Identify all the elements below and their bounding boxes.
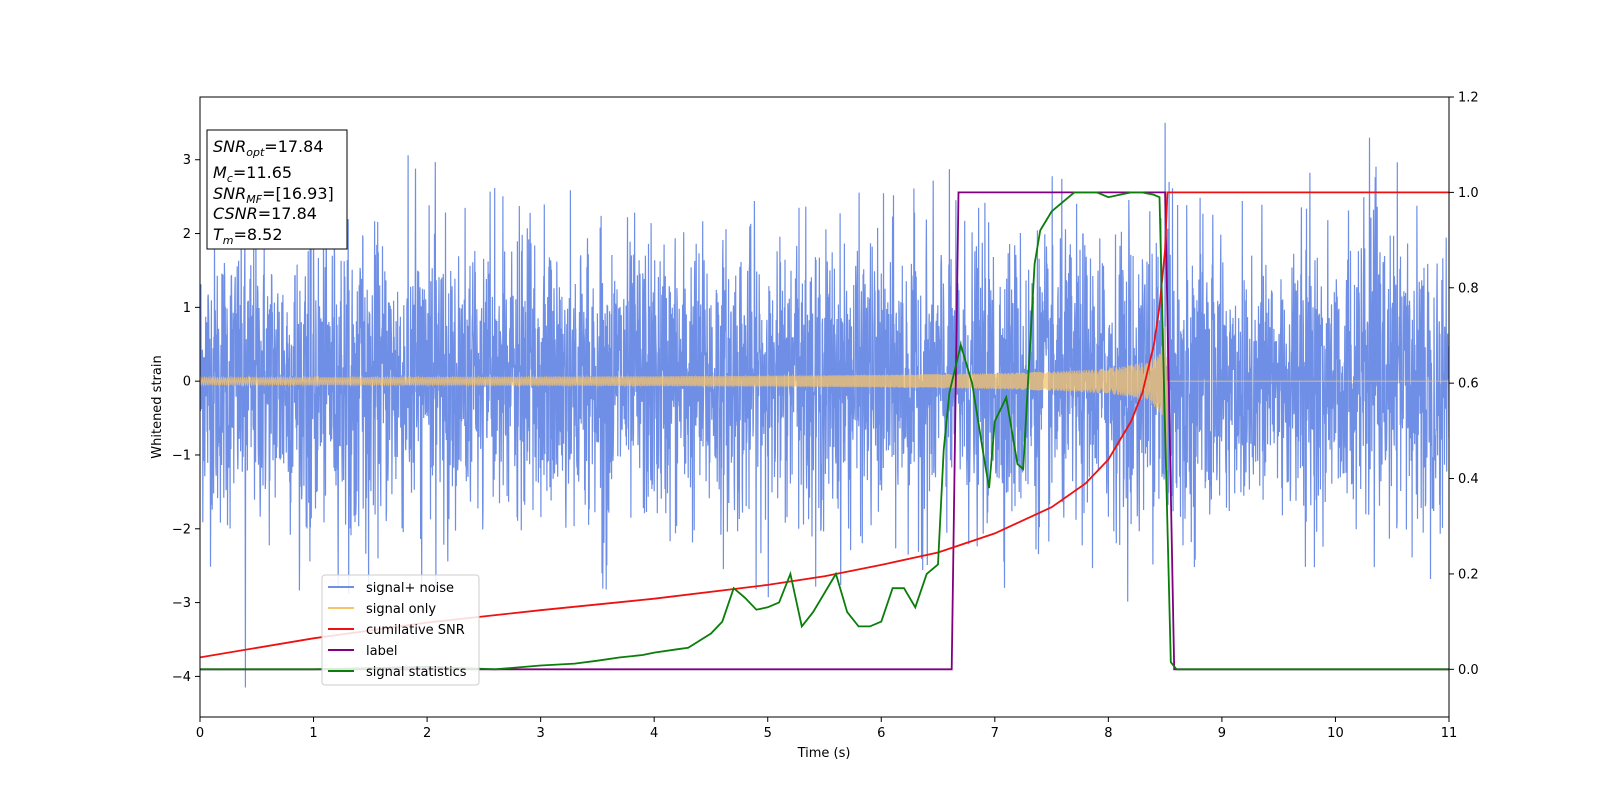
y-tick-label: −4 [172,670,191,685]
y-tick-label: −2 [172,522,191,537]
info-snr-mf-name: SNR [213,184,246,203]
y-tick-label: 1 [183,301,191,316]
y-axis-right: 0.0 0.2 0.4 0.6 0.8 1.0 1.2 [1449,91,1479,678]
info-csnr: CSNR=17.84 [213,204,317,223]
y2-tick-label: 0.6 [1458,377,1479,392]
x-axis: 0 1 2 3 4 5 6 7 8 9 10 11 [196,717,1457,741]
x-tick-label: 11 [1441,726,1458,741]
plot-area [200,122,1449,688]
info-snr-mf-value: =[16.93] [262,184,334,203]
y2-tick-label: 0.8 [1458,281,1479,296]
y-tick-label: 2 [183,227,191,242]
x-tick-label: 0 [196,726,204,741]
y-tick-label: 3 [183,153,191,168]
axes-frame [199,96,1450,718]
y-axis-label: Whitened strain [150,355,165,458]
info-snr-opt-sub: opt [246,146,265,159]
y2-tick-label: 0.2 [1458,567,1479,582]
x-tick-label: 2 [423,726,431,741]
info-tm: Tm=8.52 [213,225,283,247]
legend-label: signal only [366,602,436,617]
info-mc-name: M [213,163,227,182]
info-tm-value: =8.52 [234,225,283,244]
x-axis-label: Time (s) [797,746,851,761]
legend-label: label [366,644,397,659]
x-tick-label: 9 [1218,726,1226,741]
info-csnr-value: =17.84 [258,204,317,223]
series-signal-statistics [200,191,1449,671]
x-tick-label: 5 [764,726,772,741]
y2-tick-label: 0.0 [1458,663,1479,678]
y2-tick-label: 1.0 [1458,186,1479,201]
y-tick-label: −1 [172,448,191,463]
x-tick-label: 7 [991,726,999,741]
series-signal-only [200,326,1449,472]
series-cumulative-snr [200,191,1449,659]
y2-tick-label: 0.4 [1458,472,1479,487]
legend-label: signal statistics [366,665,467,680]
info-box: SNRopt=17.84 Mc=11.65 SNRMF=[16.93] CSNR… [206,129,348,250]
y-tick-label: −3 [172,596,191,611]
info-tm-name: T [213,225,224,244]
info-tm-sub: m [223,234,234,247]
x-tick-label: 3 [536,726,544,741]
info-snr-opt: SNRopt=17.84 [213,137,324,159]
x-tick-label: 10 [1327,726,1344,741]
info-mc: Mc=11.65 [213,163,292,185]
y-tick-label: 0 [183,375,191,390]
y2-tick-label: 1.2 [1458,91,1479,106]
x-tick-label: 4 [650,726,658,741]
legend: signal+ noise signal only cumilative SNR la… [321,574,480,686]
legend-label: signal+ noise [366,581,454,596]
info-snr-mf-sub: MF [246,193,262,206]
x-tick-label: 6 [877,726,885,741]
legend-label: cumilative SNR [366,623,465,638]
info-mc-sub: c [227,172,233,185]
info-snr-opt-value: =17.84 [264,137,323,156]
legend-frame [321,574,480,686]
info-mc-value: =11.65 [233,163,292,182]
x-tick-label: 1 [309,726,317,741]
info-snr-mf: SNRMF=[16.93] [213,184,334,206]
y-axis-left: −4 −3 −2 −1 0 1 2 3 [172,153,200,685]
info-box-frame [206,129,348,250]
info-snr-opt-name: SNR [213,137,246,156]
info-csnr-name: CSNR [213,204,258,223]
x-tick-label: 8 [1104,726,1112,741]
